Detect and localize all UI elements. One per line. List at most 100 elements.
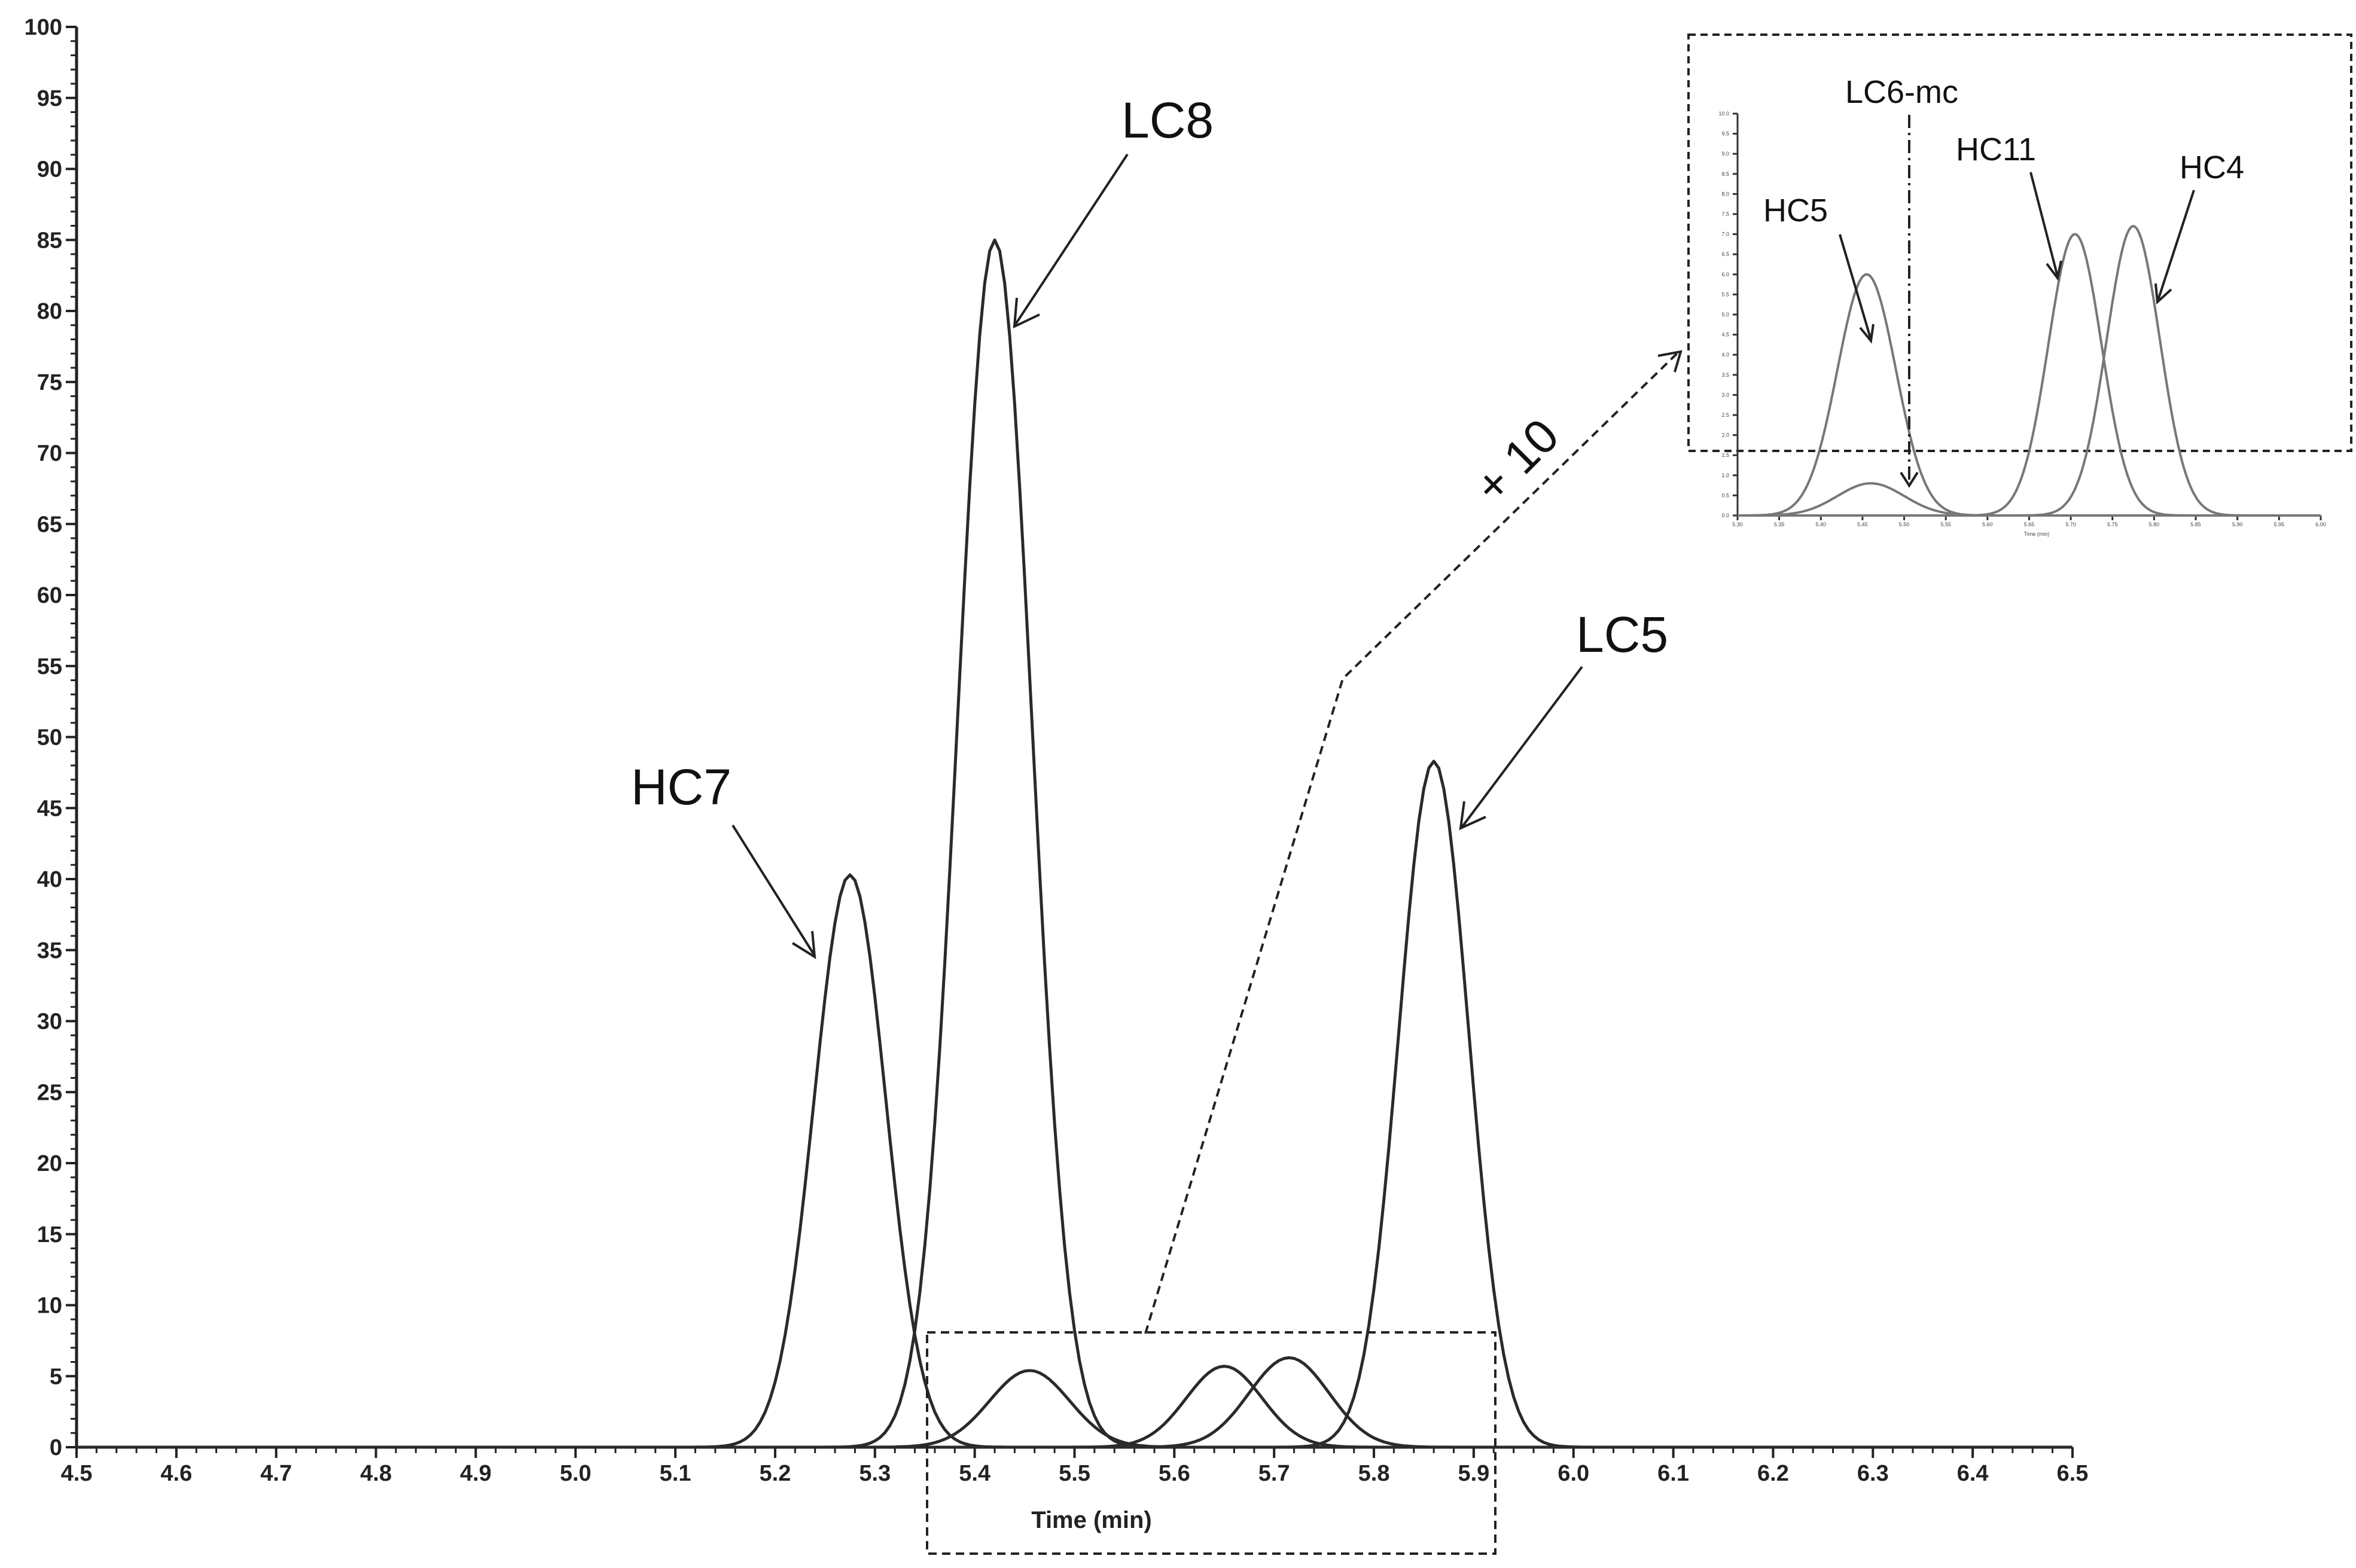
y-tick-label: 5 — [50, 1364, 62, 1389]
x-tick-label: 4.7 — [260, 1461, 292, 1486]
inset-y-tick-label: 2.0 — [1721, 432, 1729, 438]
x-tick-label: 6.5 — [2057, 1461, 2089, 1486]
inset-arrowhead-lc6-mc — [1900, 471, 1919, 488]
inset-x-tick-label: 5.60 — [1982, 521, 1993, 527]
inset-chart: 0.0 0.5 1.0 1.5 2.0 2.5 3.0 3.5 4.0 4.5 5.0 5.5 6.0 6… — [1687, 33, 2352, 537]
y-tick-label: 50 — [37, 725, 62, 751]
x-tick-label: 6.0 — [1558, 1461, 1589, 1486]
inset-frame — [1687, 33, 2352, 452]
inset-y-tick-label: 9.0 — [1721, 151, 1729, 157]
inset-peak-hc4 — [1738, 225, 2321, 517]
x-axis-title: Time (min) — [1031, 1507, 1152, 1533]
inset-arrowhead-hc5 — [1859, 324, 1875, 344]
inset-y-tick-label: 5.5 — [1721, 291, 1729, 297]
arrowhead-lc8 — [1013, 297, 1040, 329]
inset-x-tick-label: 6.00 — [2315, 521, 2326, 527]
main-peaks — [77, 238, 2072, 1449]
inset-y-tick-label: 8.0 — [1721, 191, 1729, 197]
y-tick-label: 35 — [37, 938, 62, 963]
inset-x-tick-label: 5.75 — [2107, 521, 2118, 527]
y-tick-label: 45 — [37, 796, 62, 821]
y-tick-label: 20 — [37, 1151, 62, 1176]
inset-y-tick-label: 3.5 — [1721, 372, 1729, 378]
y-tick-label: 70 — [37, 441, 62, 466]
label-lc8: LC8 — [1121, 92, 1214, 148]
y-tick-label: 0 — [50, 1435, 62, 1460]
inset-label-lc6-mc: LC6-mc — [1845, 74, 1958, 110]
zoom-connector-arrowhead — [1657, 350, 1683, 373]
y-tick-label: 90 — [37, 157, 62, 182]
x-tick-label: 5.3 — [859, 1461, 891, 1486]
y-tick-label: 25 — [37, 1080, 62, 1105]
x-tick-label: 5.5 — [1059, 1461, 1090, 1486]
x-tick-label: 4.6 — [160, 1461, 192, 1486]
inset-y-tick-label: 10.0 — [1718, 111, 1729, 117]
inset-y-tick-label: 3.0 — [1721, 392, 1729, 398]
inset-peak-lc6-mc — [1738, 482, 2321, 517]
zoom-connector-line — [1144, 352, 1679, 1334]
y-tick-label: 15 — [37, 1222, 62, 1247]
x-tick-label: 5.1 — [660, 1461, 691, 1486]
x-tick-label: 6.2 — [1757, 1461, 1789, 1486]
inset-y-tick-label: 0.0 — [1721, 513, 1729, 518]
x-tick-label: 5.7 — [1258, 1461, 1290, 1486]
peak-unlabeled-2 — [77, 1369, 2072, 1449]
y-tick-label: 65 — [37, 512, 62, 537]
y-tick-label: 55 — [37, 654, 62, 679]
arrow-lc5 — [1461, 666, 1583, 828]
y-tick-label: 60 — [37, 583, 62, 608]
inset-x-tick-label: 5.35 — [1774, 521, 1785, 527]
x-tick-label: 6.1 — [1657, 1461, 1689, 1486]
inset-x-tick-label: 5.95 — [2274, 521, 2285, 527]
inset-arrow-hc11 — [2029, 172, 2059, 277]
inset-y-tick-label: 6.0 — [1721, 271, 1729, 277]
inset-y-tick-label: 8.5 — [1721, 171, 1729, 177]
inset-peaks — [1738, 225, 2321, 517]
inset-x-tick-label: 5.80 — [2149, 521, 2160, 527]
y-tick-label: 80 — [37, 299, 62, 324]
x-tick-label: 4.5 — [61, 1461, 93, 1486]
inset-x-tick-label: 5.45 — [1857, 521, 1868, 527]
inset-arrow-hc4 — [2157, 190, 2195, 301]
zoom-region-box — [926, 1331, 1496, 1555]
inset-y-tick-label: 9.5 — [1721, 131, 1729, 137]
peak-lc5 — [77, 759, 2072, 1449]
inset-x-tick-label: 5.70 — [2065, 521, 2076, 527]
inset-arrowhead-hc11 — [2046, 260, 2062, 281]
x-tick-label: 5.8 — [1358, 1461, 1390, 1486]
inset-y-tick-label: 4.5 — [1721, 332, 1729, 338]
y-tick-label: 10 — [37, 1294, 62, 1319]
label-hc7: HC7 — [631, 759, 732, 815]
y-tick-label: 75 — [37, 370, 62, 395]
peak-unlabeled-4 — [77, 1356, 2072, 1449]
inset-x-tick-label: 5.65 — [2024, 521, 2035, 527]
inset-y-tick-label: 6.5 — [1721, 251, 1729, 257]
inset-x-tick-label: 5.40 — [1816, 521, 1827, 527]
inset-x-tick-label: 5.85 — [2190, 521, 2201, 527]
inset-arrowhead-hc4 — [2154, 283, 2172, 305]
y-tick-label: 85 — [37, 228, 62, 253]
x-tick-label: 4.9 — [460, 1461, 492, 1486]
inset-y-tick-label: 5.0 — [1721, 312, 1729, 318]
arrow-hc7 — [732, 824, 816, 957]
inset-label-hc4: HC4 — [2180, 150, 2244, 185]
y-tick-label: 100 — [25, 15, 62, 40]
peak-hc7 — [77, 873, 2072, 1449]
x-tick-label: 6.4 — [1957, 1461, 1989, 1486]
peak-annotations: HC7 LC8 LC5 — [631, 92, 1668, 959]
inset-y-tick-label: 7.0 — [1721, 231, 1729, 237]
zoom-factor-label: + 10 — [1464, 408, 1569, 513]
inset-y-tick-label: 4.0 — [1721, 352, 1729, 358]
inset-arrow-hc5 — [1839, 234, 1872, 340]
inset-x-tick-label: 5.55 — [1940, 521, 1951, 527]
y-tick-label: 95 — [37, 86, 62, 111]
x-tick-label: 5.6 — [1159, 1461, 1190, 1486]
inset-y-tick-label: 1.5 — [1721, 452, 1729, 458]
inset-y-tick-label: 7.5 — [1721, 211, 1729, 217]
main-chart: 0 5 10 15 20 25 30 35 40 45 50 55 60 65 70 75 80 85 90 95 10… — [25, 15, 2089, 1533]
y-tick-label: 30 — [37, 1009, 62, 1035]
inset-y-tick-label: 0.5 — [1721, 492, 1729, 498]
label-lc5: LC5 — [1576, 606, 1668, 663]
inset-label-hc11: HC11 — [1956, 132, 2036, 167]
